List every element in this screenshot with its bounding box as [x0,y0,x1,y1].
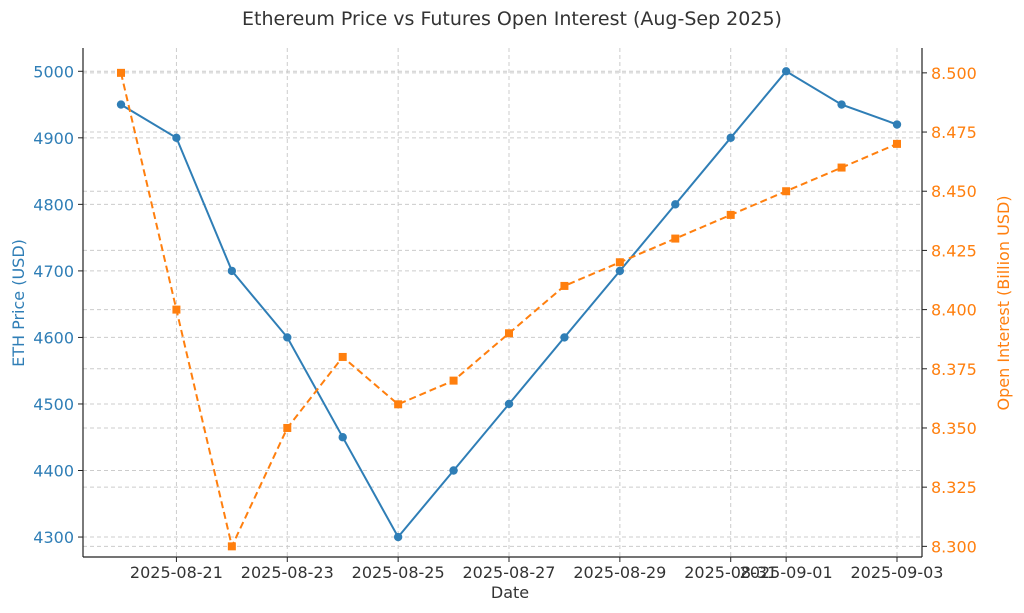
open-interest-point [726,210,735,219]
y-right-tick-label: 8.500 [931,64,977,83]
open-interest-point [117,68,125,77]
eth-price-point [283,333,292,342]
y-left-tick-label: 4700 [33,262,74,281]
eth-price-point [116,100,126,109]
eth-price-point [726,133,735,143]
y-left-tick-label: 4600 [33,328,74,347]
series-layer [116,67,902,551]
eth-price-point [671,200,680,209]
eth-price-point [172,133,181,143]
y-right-tick-label: 8.475 [931,123,977,142]
x-tick-label: 2025-09-01 [740,563,833,582]
x-tick-label: 2025-08-25 [352,563,445,582]
x-tick-label: 2025-08-27 [463,563,556,582]
chart-title: Ethereum Price vs Futures Open Interest … [242,8,782,30]
open-interest-point [837,163,846,172]
eth-price-point [338,433,347,442]
y-axis-left-label: ETH Price (USD) [9,239,28,367]
y-left-tick-label: 4400 [33,462,74,481]
x-tick-label: 2025-08-29 [573,563,666,582]
y-left-tick-label: 4800 [33,195,74,214]
open-interest-point [671,234,680,243]
open-interest-point [893,139,901,148]
y-axis-right-label: Open Interest (Billion USD) [994,195,1013,410]
open-interest-point [615,258,624,267]
open-interest-point [505,329,513,338]
y-right-tick-label: 8.300 [931,537,977,556]
eth-price-point [781,67,791,76]
x-tick-label: 2025-09-03 [851,563,944,582]
open-interest-point [283,423,292,432]
y-right-tick-label: 8.350 [931,419,977,438]
open-interest-point [338,352,347,361]
eth-price-point [615,266,625,276]
x-tick-label: 2025-08-31 [684,563,777,582]
y-left-tick-label: 5000 [33,62,74,81]
open-interest-point [782,187,791,196]
eth-price-point [227,266,237,276]
y-left-tick-label: 4900 [33,129,74,148]
grid-lines [83,48,922,557]
y-right-tick-label: 8.325 [931,478,977,497]
open-interest-point [172,305,181,314]
x-axis-label: Date [491,583,529,602]
y-right-tick-label: 8.375 [931,360,977,379]
open-interest-point [449,376,458,385]
eth-price-point [560,333,569,342]
y-right-tick-label: 8.450 [931,182,977,201]
eth-price-point [837,100,846,109]
eth-price-point [504,399,514,409]
y-right-tick-label: 8.425 [931,241,977,260]
x-tick-label: 2025-08-23 [241,563,334,582]
open-interest-point [227,542,236,551]
y-left-tick-label: 4500 [33,395,74,414]
eth-price-point [892,120,902,129]
y-right-tick-label: 8.400 [931,301,977,320]
y-left-tick-label: 4300 [33,528,74,547]
open-interest-line [120,72,898,550]
open-interest-point [560,281,569,290]
eth-price-point [449,466,458,475]
x-tick-label: 2025-08-21 [130,563,223,582]
axes-layer: 2025-08-21 2025-08-23 2025-08-25 2025-08-27… [33,48,977,582]
eth-price-point [393,532,403,542]
open-interest-point [394,400,403,409]
